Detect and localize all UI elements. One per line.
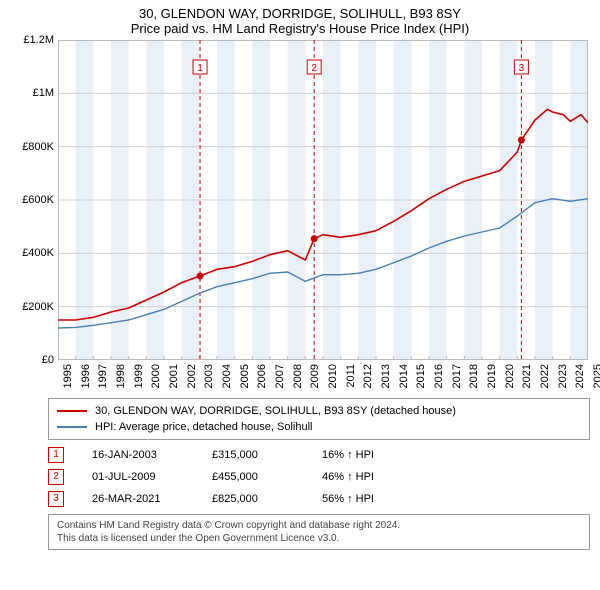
x-tick-label: 2006 bbox=[256, 364, 268, 388]
x-tick-label: 2004 bbox=[221, 364, 233, 388]
sale-price: £455,000 bbox=[212, 471, 322, 483]
title-subtitle: Price paid vs. HM Land Registry's House … bbox=[0, 21, 600, 36]
x-tick-label: 2014 bbox=[398, 364, 410, 388]
x-tick-label: 2017 bbox=[451, 364, 463, 388]
x-tick-label: 1996 bbox=[80, 364, 92, 388]
x-tick-label: 2008 bbox=[292, 364, 304, 388]
x-tick-label: 2007 bbox=[274, 364, 286, 388]
sale-marker-icon: 3 bbox=[48, 491, 64, 507]
legend-label: 30, GLENDON WAY, DORRIDGE, SOLIHULL, B93… bbox=[95, 405, 456, 417]
title-block: 30, GLENDON WAY, DORRIDGE, SOLIHULL, B93… bbox=[0, 0, 600, 40]
y-tick-label: £400K bbox=[22, 247, 54, 259]
svg-text:3: 3 bbox=[519, 63, 525, 74]
legend-label: HPI: Average price, detached house, Soli… bbox=[95, 421, 313, 433]
x-tick-label: 2021 bbox=[521, 364, 533, 388]
sale-row: 3 26-MAR-2021£825,00056% ↑ HPI bbox=[48, 488, 590, 510]
sale-marker-icon: 2 bbox=[48, 469, 64, 485]
x-tick-label: 2013 bbox=[380, 364, 392, 388]
x-tick-label: 2003 bbox=[203, 364, 215, 388]
legend: 30, GLENDON WAY, DORRIDGE, SOLIHULL, B93… bbox=[48, 398, 590, 440]
sale-pct: 56% ↑ HPI bbox=[322, 493, 442, 505]
x-tick-label: 2009 bbox=[309, 364, 321, 388]
x-tick-label: 2020 bbox=[504, 364, 516, 388]
footnote: Contains HM Land Registry data © Crown c… bbox=[48, 514, 590, 550]
sale-price: £825,000 bbox=[212, 493, 322, 505]
x-tick-label: 2012 bbox=[362, 364, 374, 388]
svg-text:1: 1 bbox=[197, 63, 203, 74]
x-tick-label: 1997 bbox=[97, 364, 109, 388]
sale-date: 26-MAR-2021 bbox=[92, 493, 212, 505]
x-tick-label: 1999 bbox=[133, 364, 145, 388]
y-tick-label: £1.2M bbox=[23, 34, 54, 46]
sales-table: 1 16-JAN-2003£315,00016% ↑ HPI 2 01-JUL-200… bbox=[48, 444, 590, 510]
x-tick-label: 2024 bbox=[574, 364, 586, 388]
y-tick-label: £200K bbox=[22, 301, 54, 313]
x-tick-label: 2018 bbox=[468, 364, 480, 388]
x-tick-label: 2011 bbox=[345, 364, 357, 388]
legend-swatch bbox=[57, 410, 87, 412]
legend-item: HPI: Average price, detached house, Soli… bbox=[57, 419, 581, 435]
sale-price: £315,000 bbox=[212, 449, 322, 461]
x-tick-label: 1998 bbox=[115, 364, 127, 388]
svg-text:2: 2 bbox=[311, 63, 317, 74]
x-tick-label: 1995 bbox=[62, 364, 74, 388]
x-tick-label: 2022 bbox=[539, 364, 551, 388]
y-tick-label: £0 bbox=[42, 354, 54, 366]
legend-swatch bbox=[57, 426, 87, 428]
title-address: 30, GLENDON WAY, DORRIDGE, SOLIHULL, B93… bbox=[0, 6, 600, 21]
sale-row: 1 16-JAN-2003£315,00016% ↑ HPI bbox=[48, 444, 590, 466]
legend-item: 30, GLENDON WAY, DORRIDGE, SOLIHULL, B93… bbox=[57, 403, 581, 419]
x-tick-label: 2025 bbox=[592, 364, 600, 388]
y-tick-label: £800K bbox=[22, 141, 54, 153]
y-tick-label: £1M bbox=[33, 87, 54, 99]
footnote-line1: Contains HM Land Registry data © Crown c… bbox=[57, 519, 581, 532]
x-tick-label: 2000 bbox=[150, 364, 162, 388]
x-tick-label: 2002 bbox=[186, 364, 198, 388]
y-tick-label: £600K bbox=[22, 194, 54, 206]
chart: 123£0£200K£400K£600K£800K£1M£1.2M1995199… bbox=[10, 40, 590, 360]
sale-marker-icon: 1 bbox=[48, 447, 64, 463]
sale-date: 16-JAN-2003 bbox=[92, 449, 212, 461]
x-tick-label: 2010 bbox=[327, 364, 339, 388]
x-tick-label: 2001 bbox=[168, 364, 180, 388]
x-tick-label: 2005 bbox=[239, 364, 251, 388]
sale-pct: 46% ↑ HPI bbox=[322, 471, 442, 483]
x-tick-label: 2015 bbox=[415, 364, 427, 388]
x-tick-label: 2023 bbox=[557, 364, 569, 388]
footnote-line2: This data is licensed under the Open Gov… bbox=[57, 532, 581, 545]
x-tick-label: 2016 bbox=[433, 364, 445, 388]
x-tick-label: 2019 bbox=[486, 364, 498, 388]
sale-pct: 16% ↑ HPI bbox=[322, 449, 442, 461]
sale-date: 01-JUL-2009 bbox=[92, 471, 212, 483]
sale-row: 2 01-JUL-2009£455,00046% ↑ HPI bbox=[48, 466, 590, 488]
chart-svg: 1 2 3 bbox=[58, 40, 588, 360]
